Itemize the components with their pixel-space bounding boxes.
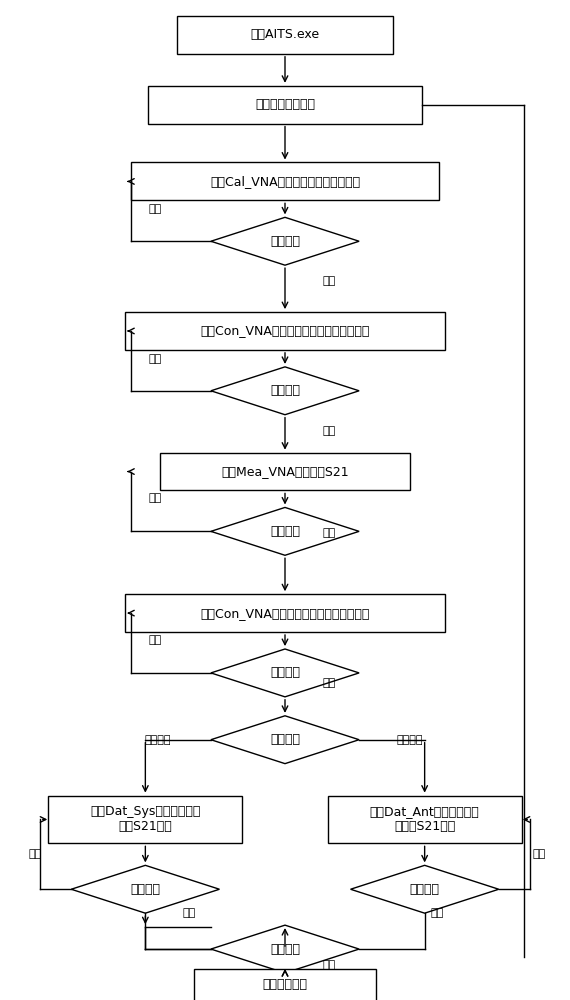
- Polygon shape: [211, 925, 359, 973]
- FancyBboxPatch shape: [160, 453, 410, 490]
- Text: 继续: 继续: [182, 908, 196, 918]
- Text: 调用Cal_VNA函数校准矢量网络分析仪: 调用Cal_VNA函数校准矢量网络分析仪: [210, 175, 360, 188]
- Polygon shape: [211, 217, 359, 265]
- Text: 进程判断: 进程判断: [270, 943, 300, 956]
- Text: 进程判断: 进程判断: [270, 525, 300, 538]
- Text: 对象选择: 对象选择: [270, 733, 300, 746]
- FancyBboxPatch shape: [148, 86, 422, 124]
- FancyBboxPatch shape: [328, 796, 522, 843]
- FancyBboxPatch shape: [194, 969, 376, 1000]
- Text: 继续: 继续: [322, 276, 335, 286]
- Text: 调用Con_VNA函数设置矢量网络分析仪参数: 调用Con_VNA函数设置矢量网络分析仪参数: [200, 324, 370, 337]
- Text: 继续: 继续: [322, 426, 335, 436]
- Text: 进程判断: 进程判断: [131, 883, 160, 896]
- Text: 进入控制模块界面: 进入控制模块界面: [255, 98, 315, 111]
- Polygon shape: [71, 865, 219, 913]
- Text: 重复: 重复: [148, 493, 161, 503]
- FancyBboxPatch shape: [48, 796, 242, 843]
- Text: 继续: 继续: [322, 678, 335, 688]
- Text: 测试天线: 测试天线: [396, 735, 422, 745]
- Text: 结束: 结束: [322, 960, 335, 970]
- Text: 继续: 继续: [322, 528, 335, 538]
- Text: 重复: 重复: [533, 849, 546, 859]
- Text: 测试链路: 测试链路: [145, 735, 171, 745]
- Text: 重复: 重复: [148, 354, 161, 364]
- Text: 调用Con_VNA函数设置矢量网络分析仪参数: 调用Con_VNA函数设置矢量网络分析仪参数: [200, 607, 370, 620]
- FancyBboxPatch shape: [125, 312, 445, 350]
- FancyBboxPatch shape: [131, 162, 439, 200]
- FancyBboxPatch shape: [177, 16, 393, 54]
- Text: 调用Mea_VNA函数测量S21: 调用Mea_VNA函数测量S21: [221, 465, 349, 478]
- Text: 启动AITS.exe: 启动AITS.exe: [250, 28, 320, 41]
- Polygon shape: [211, 507, 359, 555]
- Text: 进程判断: 进程判断: [270, 384, 300, 397]
- Text: 重复: 重复: [28, 849, 42, 859]
- Text: 进程判断: 进程判断: [410, 883, 439, 896]
- Text: 调用Dat_Ant函数存储天线
隔离度S21参数: 调用Dat_Ant函数存储天线 隔离度S21参数: [370, 805, 479, 833]
- Text: 继续: 继续: [430, 908, 443, 918]
- Polygon shape: [211, 367, 359, 415]
- Polygon shape: [211, 716, 359, 764]
- Text: 进程判断: 进程判断: [270, 666, 300, 679]
- Polygon shape: [351, 865, 499, 913]
- Text: 重复: 重复: [148, 204, 161, 214]
- Polygon shape: [211, 649, 359, 697]
- FancyBboxPatch shape: [125, 594, 445, 632]
- Text: 调用Dat_Sys函数存储测试
链路S21参数: 调用Dat_Sys函数存储测试 链路S21参数: [90, 805, 201, 833]
- Text: 退出控制模块: 退出控制模块: [263, 978, 307, 991]
- Text: 重复: 重复: [148, 635, 161, 645]
- Text: 进程判断: 进程判断: [270, 235, 300, 248]
